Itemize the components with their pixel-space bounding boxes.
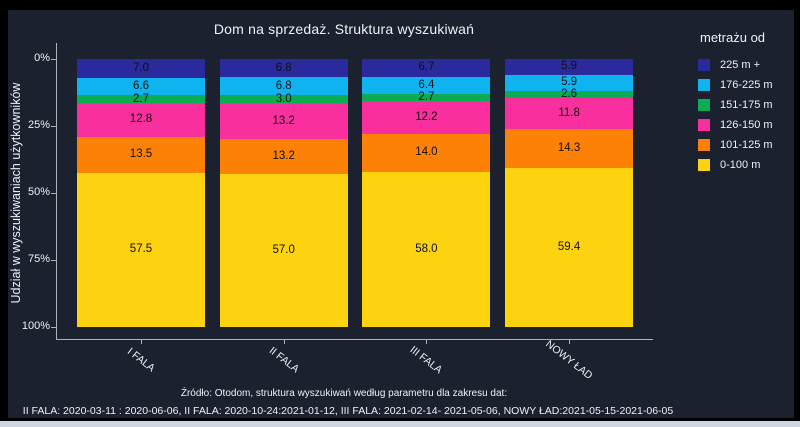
legend-item[interactable]: 101-125 m — [698, 135, 798, 155]
legend-swatch-icon — [698, 59, 710, 71]
bar-segment[interactable]: 6.7 — [362, 59, 491, 77]
y-tick-label: 25% — [27, 119, 50, 131]
legend-item-label: 126-150 m — [720, 119, 773, 131]
bar-segment[interactable]: 57.5 — [77, 173, 205, 327]
y-tick-label: 50% — [27, 186, 50, 198]
bar-segment[interactable]: 6.6 — [77, 77, 205, 96]
bar-segment-value: 5.9 — [561, 76, 578, 89]
y-tick-label: 0% — [34, 52, 50, 64]
bar-segment[interactable]: 2.6 — [505, 87, 634, 100]
bar-segment[interactable]: 5.9 — [505, 59, 634, 75]
x-tick-label: NOWY ŁAD — [543, 338, 595, 382]
x-tick-label: I FALA — [124, 345, 158, 375]
bar-segment[interactable]: 6.8 — [219, 59, 348, 78]
legend-item[interactable]: 126-150 m — [698, 115, 798, 135]
x-tick-mark — [141, 339, 142, 344]
bar-segment[interactable]: 14.0 — [362, 134, 491, 172]
bar-segment[interactable]: 12.8 — [77, 102, 205, 137]
bar-segment-value: 59.4 — [557, 240, 581, 253]
y-tick-mark — [51, 260, 56, 261]
bar-segment-value: 7.0 — [133, 61, 149, 74]
x-tick-mark — [426, 339, 428, 344]
bar-segment-value: 6.4 — [418, 79, 435, 92]
legend-swatch-icon — [698, 79, 710, 91]
y-tick-label: 100% — [21, 320, 50, 332]
date-ranges-note: II FALA: 2020-03-11 : 2020-06-06, II FAL… — [22, 405, 674, 417]
legend-swatch-icon — [698, 119, 710, 131]
bar-segment-value: 13.2 — [272, 114, 295, 127]
bar-segment-value: 11.8 — [558, 106, 580, 119]
x-tick-mark — [283, 339, 285, 344]
x-tick-label: II FALA — [266, 344, 301, 376]
legend-item-label: 101-125 m — [720, 139, 773, 151]
bar-segment[interactable]: 7.0 — [77, 59, 205, 78]
bar-segment[interactable]: 2.7 — [362, 91, 491, 104]
bar-segment-value: 2.6 — [561, 87, 578, 100]
legend-title: metrażu od — [700, 30, 766, 45]
bar-segment[interactable]: 59.4 — [505, 167, 634, 327]
bar-segment[interactable]: 5.9 — [505, 74, 634, 91]
bar-segment[interactable]: 6.4 — [362, 76, 491, 95]
legend-items: 225 m + 176-225 m 151-175 m 126-150 m 101-12… — [698, 55, 798, 175]
x-tick-mark — [569, 339, 571, 344]
bar-segment-value: 13.5 — [129, 148, 153, 161]
y-tick-mark — [51, 193, 56, 194]
bar-segment-value: 12.8 — [129, 113, 153, 126]
y-axis-line — [56, 43, 57, 339]
bar-segment-value: 6.8 — [275, 61, 292, 74]
x-tick-label: III FALA — [407, 343, 445, 377]
bar-segment-value: 13.2 — [272, 150, 295, 163]
bar-segment-value: 6.6 — [133, 80, 149, 93]
bar-segment-value: 14.0 — [415, 146, 438, 159]
bar-segment-value: 2.7 — [133, 92, 149, 105]
bar-segment[interactable]: 58.0 — [362, 171, 491, 327]
bar-segment[interactable]: 57.0 — [219, 174, 348, 327]
bar-segment-value: 3.0 — [275, 92, 292, 105]
bar-segment-value: 2.7 — [418, 91, 435, 104]
legend-item-label: 225 m + — [720, 59, 761, 71]
bar-segment[interactable]: 2.7 — [77, 92, 205, 105]
y-tick-mark — [51, 59, 56, 60]
y-tick-label: 75% — [27, 253, 50, 265]
bar-segment-value: 12.2 — [415, 111, 438, 124]
y-tick-mark — [51, 327, 56, 328]
bar-segment[interactable]: 14.3 — [505, 129, 634, 168]
legend: metrażu od 225 m + 176-225 m 151-175 m 126-… — [698, 30, 798, 175]
bar-segment[interactable]: 6.8 — [219, 77, 348, 96]
legend-swatch-icon — [698, 159, 710, 171]
bar-segment-value: 5.9 — [561, 60, 578, 73]
chart-canvas: Dom na sprzedaż. Struktura wyszukiwań Ud… — [8, 10, 794, 418]
legend-item[interactable]: 0-100 m — [698, 155, 798, 175]
window-bottom-edge — [0, 421, 800, 427]
legend-swatch-icon — [698, 99, 710, 111]
bar-segment-value: 6.7 — [418, 61, 435, 74]
legend-item[interactable]: 176-225 m — [698, 75, 798, 95]
legend-item[interactable]: 151-175 m — [698, 95, 798, 115]
bar-segment-value: 6.8 — [275, 79, 292, 92]
legend-item-label: 176-225 m — [720, 79, 773, 91]
bar-segment-value: 57.0 — [272, 244, 295, 257]
bar-segment[interactable]: 13.2 — [219, 138, 348, 175]
bar-segment-value: 57.5 — [129, 243, 153, 256]
bar-i-fala: 7.0 6.6 2.7 12.8 13.5 57.5 — [77, 59, 205, 327]
bar-segment-value: 14.3 — [557, 141, 581, 154]
x-axis-line — [56, 339, 653, 340]
legend-item[interactable]: 225 m + — [698, 55, 798, 75]
source-note: Źródło: Otodom, struktura wyszukiwań wed… — [180, 388, 508, 399]
bar-ii-fala: 6.8 6.8 3.0 13.2 13.2 57.0 — [219, 59, 348, 327]
bar-iii-fala: 6.7 6.4 2.7 12.2 14.0 58.0 — [362, 59, 491, 327]
y-tick-mark — [51, 126, 56, 127]
legend-swatch-icon — [698, 139, 710, 151]
legend-item-label: 0-100 m — [720, 159, 761, 171]
bar-nowy-ład: 5.9 5.9 2.6 11.8 14.3 59.4 — [505, 59, 634, 327]
bar-segment-value: 58.0 — [415, 242, 438, 255]
chart-title: Dom na sprzedaż. Struktura wyszukiwań — [213, 21, 475, 37]
bar-segment[interactable]: 11.8 — [505, 97, 634, 130]
bar-segment[interactable]: 13.2 — [219, 103, 348, 139]
bar-segment[interactable]: 13.5 — [77, 136, 205, 174]
bar-segment[interactable]: 3.0 — [219, 92, 348, 105]
bar-segment[interactable]: 12.2 — [362, 101, 491, 135]
legend-item-label: 151-175 m — [720, 99, 773, 111]
